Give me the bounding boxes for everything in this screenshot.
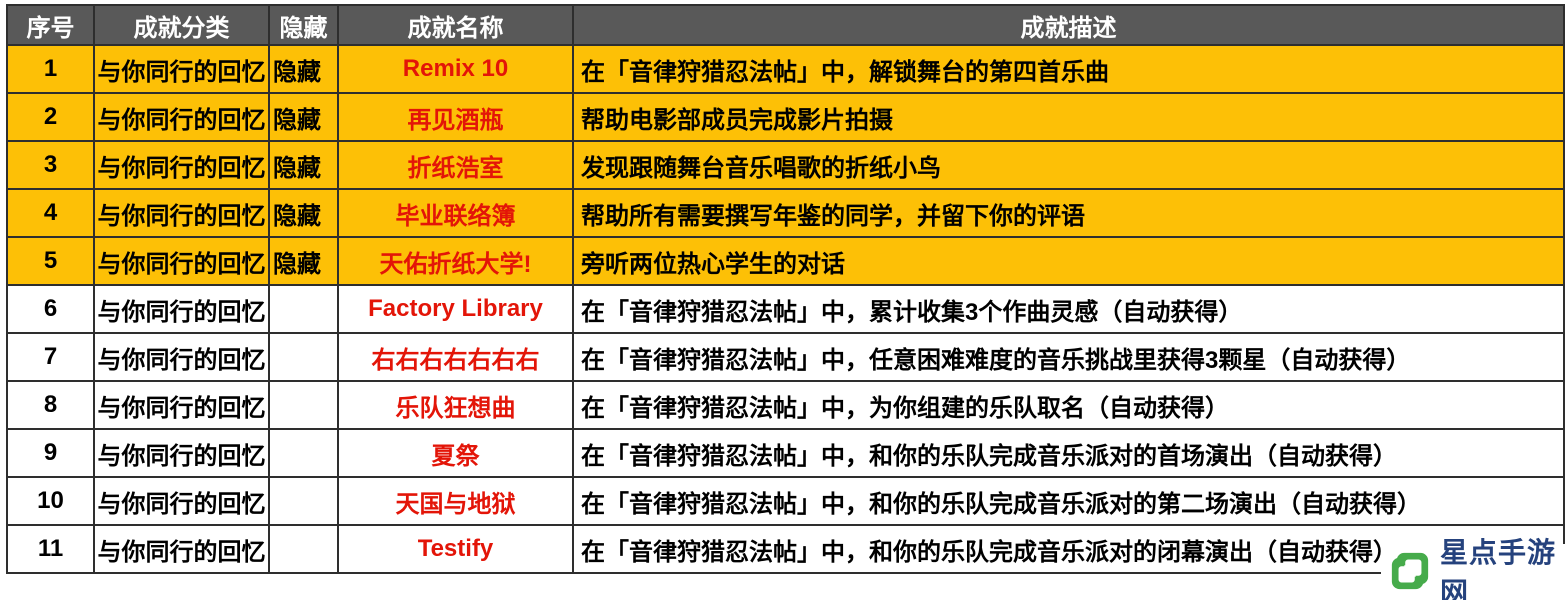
cell-description: 在「音律狩猎忍法帖」中，和你的乐队完成音乐派对的首场演出（自动获得） xyxy=(574,430,1565,478)
cell-index: 4 xyxy=(8,190,95,238)
table-row: 4 与你同行的回忆 隐藏 毕业联络簿 帮助所有需要撰写年鉴的同学，并留下你的评语 xyxy=(8,190,1565,238)
watermark: 星点手游网 xyxy=(1381,538,1567,600)
table-row: 8 与你同行的回忆 乐队狂想曲 在「音律狩猎忍法帖」中，为你组建的乐队取名（自动… xyxy=(8,382,1565,430)
cell-description: 在「音律狩猎忍法帖」中，解锁舞台的第四首乐曲 xyxy=(574,46,1565,94)
xingdian-logo-icon xyxy=(1389,550,1431,592)
cell-index: 3 xyxy=(8,142,95,190)
cell-achievement-name: 乐队狂想曲 xyxy=(339,382,574,430)
cell-achievement-name: Remix 10 xyxy=(339,46,574,94)
header-category: 成就分类 xyxy=(95,6,270,46)
watermark-site-name: 星点手游网 xyxy=(1440,538,1557,600)
table-body: 1 与你同行的回忆 隐藏 Remix 10 在「音律狩猎忍法帖」中，解锁舞台的第… xyxy=(8,46,1565,574)
cell-index: 8 xyxy=(8,382,95,430)
cell-hidden-flag: 隐藏 xyxy=(270,238,339,286)
cell-category: 与你同行的回忆 xyxy=(95,430,270,478)
cell-description: 帮助所有需要撰写年鉴的同学，并留下你的评语 xyxy=(574,190,1565,238)
cell-hidden-flag: 隐藏 xyxy=(270,142,339,190)
cell-description: 在「音律狩猎忍法帖」中，为你组建的乐队取名（自动获得） xyxy=(574,382,1565,430)
cell-category: 与你同行的回忆 xyxy=(95,142,270,190)
cell-achievement-name: 天国与地狱 xyxy=(339,478,574,526)
header-index: 序号 xyxy=(8,6,95,46)
cell-category: 与你同行的回忆 xyxy=(95,238,270,286)
cell-hidden-flag xyxy=(270,382,339,430)
cell-category: 与你同行的回忆 xyxy=(95,478,270,526)
header-description: 成就描述 xyxy=(574,6,1565,46)
cell-achievement-name: 再见酒瓶 xyxy=(339,94,574,142)
table-row: 3 与你同行的回忆 隐藏 折纸浩室 发现跟随舞台音乐唱歌的折纸小鸟 xyxy=(8,142,1565,190)
cell-category: 与你同行的回忆 xyxy=(95,46,270,94)
cell-index: 11 xyxy=(8,526,95,574)
cell-description: 旁听两位热心学生的对话 xyxy=(574,238,1565,286)
cell-description: 在「音律狩猎忍法帖」中，累计收集3个作曲灵感（自动获得） xyxy=(574,286,1565,334)
table-row: 5 与你同行的回忆 隐藏 天佑折纸大学! 旁听两位热心学生的对话 xyxy=(8,238,1565,286)
cell-hidden-flag xyxy=(270,430,339,478)
cell-index: 1 xyxy=(8,46,95,94)
cell-category: 与你同行的回忆 xyxy=(95,94,270,142)
cell-achievement-name: Factory Library xyxy=(339,286,574,334)
cell-index: 2 xyxy=(8,94,95,142)
cell-category: 与你同行的回忆 xyxy=(95,526,270,574)
cell-hidden-flag xyxy=(270,526,339,574)
cell-description: 在「音律狩猎忍法帖」中，和你的乐队完成音乐派对的第二场演出（自动获得） xyxy=(574,478,1565,526)
table-row: 9 与你同行的回忆 夏祭 在「音律狩猎忍法帖」中，和你的乐队完成音乐派对的首场演… xyxy=(8,430,1565,478)
table-row: 6 与你同行的回忆 Factory Library 在「音律狩猎忍法帖」中，累计… xyxy=(8,286,1565,334)
cell-hidden-flag xyxy=(270,334,339,382)
cell-achievement-name: 天佑折纸大学! xyxy=(339,238,574,286)
table-row: 11 与你同行的回忆 Testify 在「音律狩猎忍法帖」中，和你的乐队完成音乐… xyxy=(8,526,1565,574)
cell-achievement-name: 毕业联络簿 xyxy=(339,190,574,238)
achievements-table: 序号 成就分类 隐藏 成就名称 成就描述 1 与你同行的回忆 隐藏 Remix … xyxy=(6,4,1565,574)
cell-hidden-flag: 隐藏 xyxy=(270,46,339,94)
table-row: 1 与你同行的回忆 隐藏 Remix 10 在「音律狩猎忍法帖」中，解锁舞台的第… xyxy=(8,46,1565,94)
cell-index: 5 xyxy=(8,238,95,286)
table-row: 7 与你同行的回忆 右右右右右右右 在「音律狩猎忍法帖」中，任意困难难度的音乐挑… xyxy=(8,334,1565,382)
cell-achievement-name: Testify xyxy=(339,526,574,574)
cell-index: 10 xyxy=(8,478,95,526)
cell-description: 发现跟随舞台音乐唱歌的折纸小鸟 xyxy=(574,142,1565,190)
cell-category: 与你同行的回忆 xyxy=(95,190,270,238)
header-hidden: 隐藏 xyxy=(270,6,339,46)
cell-hidden-flag: 隐藏 xyxy=(270,94,339,142)
cell-category: 与你同行的回忆 xyxy=(95,334,270,382)
cell-description: 在「音律狩猎忍法帖」中，任意困难难度的音乐挑战里获得3颗星（自动获得） xyxy=(574,334,1565,382)
cell-hidden-flag xyxy=(270,478,339,526)
cell-category: 与你同行的回忆 xyxy=(95,382,270,430)
cell-description: 帮助电影部成员完成影片拍摄 xyxy=(574,94,1565,142)
cell-achievement-name: 夏祭 xyxy=(339,430,574,478)
cell-hidden-flag: 隐藏 xyxy=(270,190,339,238)
header-name: 成就名称 xyxy=(339,6,574,46)
cell-index: 6 xyxy=(8,286,95,334)
cell-hidden-flag xyxy=(270,286,339,334)
cell-achievement-name: 右右右右右右右 xyxy=(339,334,574,382)
table-header-row: 序号 成就分类 隐藏 成就名称 成就描述 xyxy=(8,6,1565,46)
cell-category: 与你同行的回忆 xyxy=(95,286,270,334)
cell-index: 7 xyxy=(8,334,95,382)
table-row: 10 与你同行的回忆 天国与地狱 在「音律狩猎忍法帖」中，和你的乐队完成音乐派对… xyxy=(8,478,1565,526)
table-row: 2 与你同行的回忆 隐藏 再见酒瓶 帮助电影部成员完成影片拍摄 xyxy=(8,94,1565,142)
cell-achievement-name: 折纸浩室 xyxy=(339,142,574,190)
cell-index: 9 xyxy=(8,430,95,478)
